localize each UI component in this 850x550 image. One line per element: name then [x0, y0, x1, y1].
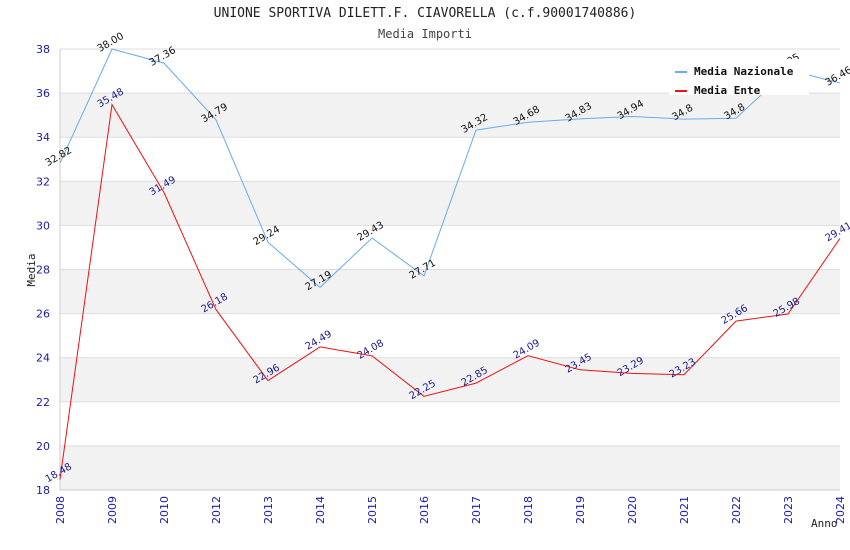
grid-band [60, 93, 840, 138]
data-label: 36.46 [824, 65, 850, 89]
x-tick-label: 2021 [678, 496, 691, 524]
y-tick-label: 36 [36, 87, 50, 100]
data-label: 24.49 [304, 329, 334, 353]
y-tick-label: 28 [36, 264, 50, 277]
x-tick-label: 2013 [262, 496, 275, 524]
y-tick-label: 32 [36, 175, 50, 188]
x-tick-label: 2014 [314, 496, 327, 524]
y-tick-label: 26 [36, 308, 50, 321]
x-tick-label: 2023 [782, 496, 795, 524]
legend: Media Nazionale Media Ente [669, 59, 809, 97]
series-lines [59, 48, 841, 480]
x-tick-label: 2024 [834, 496, 847, 524]
grid-bands [60, 93, 840, 490]
x-tick-label: 2022 [730, 496, 743, 524]
series-line-media-nazionale [59, 48, 841, 289]
legend-box [669, 59, 809, 95]
grid-band [60, 357, 840, 402]
grid-band [60, 445, 840, 490]
x-axis-ticks: 2008 2009 2010 2012 2013 2014 2015 2016 2017 2018… [54, 496, 847, 524]
x-tick-label: 2012 [210, 496, 223, 524]
chart-title: UNIONE SPORTIVA DILETT.F. CIAVORELLA (c.… [213, 6, 637, 21]
x-tick-label: 2009 [106, 496, 119, 524]
x-tick-label: 2019 [574, 496, 587, 524]
x-tick-label: 2020 [626, 496, 639, 524]
legend-entry: Media Ente [694, 84, 761, 97]
x-tick-label: 2018 [522, 496, 535, 524]
x-tick-label: 2010 [158, 496, 171, 524]
y-tick-label: 22 [36, 396, 50, 409]
y-axis-label: Media [25, 253, 38, 286]
data-label: 32.82 [44, 145, 74, 169]
y-tick-label: 20 [36, 440, 50, 453]
x-tick-label: 2008 [54, 496, 67, 524]
data-label: 29.24 [252, 224, 282, 248]
x-tick-label: 2015 [366, 496, 379, 524]
x-tick-label: 2016 [418, 496, 431, 524]
y-axis-ticks: 18 20 22 24 26 28 30 32 34 36 38 [36, 43, 50, 497]
y-tick-label: 34 [36, 131, 50, 144]
chart-subtitle: Media Importi [378, 27, 472, 41]
x-tick-label: 2017 [470, 496, 483, 524]
grid-band [60, 269, 840, 314]
y-tick-label: 38 [36, 43, 50, 56]
y-tick-label: 18 [36, 484, 50, 497]
y-tick-label: 24 [36, 352, 50, 365]
axes [59, 49, 840, 491]
y-tick-label: 30 [36, 219, 50, 232]
series-line-media-ente [59, 103, 841, 480]
legend-entry: Media Nazionale [694, 65, 794, 78]
x-axis-label: Anno [811, 517, 838, 530]
